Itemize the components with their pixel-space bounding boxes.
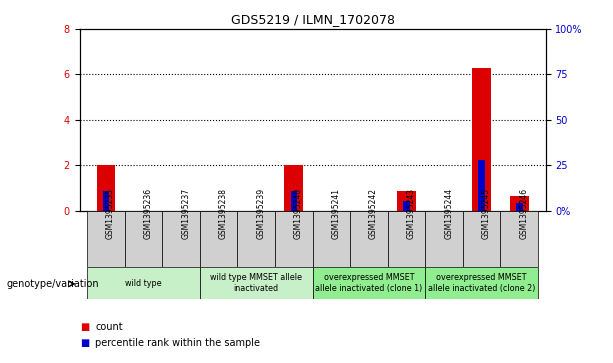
Text: wild type: wild type [125,279,162,287]
Text: overexpressed MMSET
allele inactivated (clone 2): overexpressed MMSET allele inactivated (… [428,273,535,293]
Text: ■: ■ [80,338,89,348]
Bar [291,191,297,211]
Bar [284,165,303,211]
Text: GSM1395239: GSM1395239 [256,188,265,239]
Bar [397,191,416,211]
Bar [403,201,410,211]
Text: GSM1395242: GSM1395242 [369,188,378,239]
FancyBboxPatch shape [388,211,425,267]
Text: GSM1395244: GSM1395244 [444,188,453,239]
FancyBboxPatch shape [200,211,237,267]
Text: GSM1395235: GSM1395235 [106,188,115,239]
FancyBboxPatch shape [275,211,313,267]
FancyBboxPatch shape [313,211,350,267]
FancyBboxPatch shape [87,267,200,299]
Text: GSM1395237: GSM1395237 [181,188,190,239]
Text: GSM1395245: GSM1395245 [482,188,490,239]
Text: GSM1395238: GSM1395238 [219,188,227,239]
FancyBboxPatch shape [425,267,538,299]
Text: GSM1395240: GSM1395240 [294,188,303,239]
FancyBboxPatch shape [237,211,275,267]
FancyBboxPatch shape [425,211,463,267]
Text: genotype/variation: genotype/variation [6,279,99,289]
Bar [516,203,522,211]
Bar [472,68,491,211]
Text: overexpressed MMSET
allele inactivated (clone 1): overexpressed MMSET allele inactivated (… [315,273,422,293]
FancyBboxPatch shape [463,211,500,267]
Text: GSM1395246: GSM1395246 [519,188,528,239]
Bar [103,191,109,211]
FancyBboxPatch shape [162,211,200,267]
FancyBboxPatch shape [313,267,425,299]
Text: GSM1395243: GSM1395243 [406,188,416,239]
FancyBboxPatch shape [87,211,125,267]
Text: wild type MMSET allele
inactivated: wild type MMSET allele inactivated [210,273,302,293]
Bar [478,160,485,211]
Text: GSM1395236: GSM1395236 [143,188,153,239]
FancyBboxPatch shape [500,211,538,267]
Bar [510,196,528,211]
FancyBboxPatch shape [350,211,388,267]
FancyBboxPatch shape [125,211,162,267]
Text: percentile rank within the sample: percentile rank within the sample [95,338,260,348]
FancyBboxPatch shape [200,267,313,299]
Text: GSM1395241: GSM1395241 [332,188,340,239]
Text: count: count [95,322,123,332]
Text: ■: ■ [80,322,89,332]
Bar [97,165,115,211]
Title: GDS5219 / ILMN_1702078: GDS5219 / ILMN_1702078 [230,13,395,26]
